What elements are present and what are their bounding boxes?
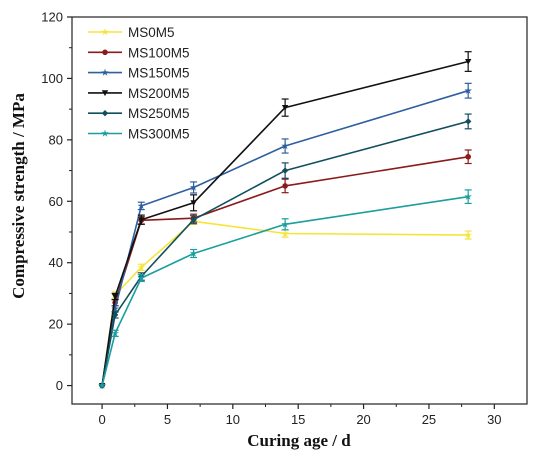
series-MS100M5: [99, 149, 472, 389]
data-point: [281, 229, 289, 237]
data-point: [137, 274, 146, 282]
data-point: [465, 153, 471, 160]
y-tick-label: 60: [49, 194, 63, 209]
x-tick-label: 30: [487, 412, 501, 427]
y-tick-label: 100: [41, 71, 63, 86]
x-tick-label: 20: [356, 412, 370, 427]
series-line-MS150M5: [101, 89, 469, 386]
data-point: [464, 192, 472, 200]
legend-entry-MS300M5: MS300M5: [88, 127, 190, 142]
data-point: [111, 293, 119, 300]
series-line-MS250M5: [101, 120, 469, 386]
legend-marker: [102, 49, 108, 56]
data-point: [111, 329, 119, 337]
legend: MS0M5 MS100M5 MS150M5 MS200M5 MS250M5 MS300M5: [88, 25, 190, 142]
data-point: [465, 59, 472, 65]
data-point: [281, 167, 289, 174]
y-tick-label: 0: [56, 378, 63, 393]
legend-entry-MS100M5: MS100M5: [88, 45, 190, 60]
series-line-MS0M5: [101, 220, 469, 386]
legend-marker: [101, 28, 109, 36]
series-line-MS300M5: [101, 195, 469, 386]
data-point: [282, 183, 288, 189]
data-point: [465, 118, 472, 125]
x-axis-title: Curing age / d: [247, 431, 351, 450]
legend-marker: [101, 68, 109, 76]
data-point: [137, 263, 146, 271]
data-point: [189, 249, 198, 257]
legend-label: MS150M5: [128, 66, 190, 81]
legend-entry-MS250M5: MS250M5: [88, 106, 190, 121]
plot-frame: [71, 16, 528, 405]
data-point: [190, 200, 197, 206]
y-tick-label: 80: [49, 132, 63, 147]
data-point: [98, 381, 106, 389]
legend-entry-MS200M5: MS200M5: [88, 86, 190, 101]
y-axis-title: Compressive strength / MPa: [9, 93, 28, 299]
legend-label: MS200M5: [128, 86, 190, 101]
y-tick-label: 20: [49, 317, 63, 332]
x-tick-label: 0: [98, 412, 105, 427]
y-tick-label: 40: [49, 255, 63, 270]
x-tick-label: 15: [291, 412, 305, 427]
legend-label: MS300M5: [128, 127, 190, 142]
legend-label: MS250M5: [128, 106, 190, 121]
series-MS300M5: [98, 189, 472, 389]
x-tick-label: 10: [226, 412, 240, 427]
data-point: [190, 216, 197, 223]
plot-area: [98, 51, 472, 389]
y-tick-label: 120: [41, 10, 63, 25]
series-MS0M5: [98, 217, 472, 389]
legend-entry-MS0M5: MS0M5: [88, 25, 175, 40]
legend-label: MS0M5: [128, 25, 175, 40]
data-point: [281, 105, 289, 111]
data-point: [137, 201, 146, 210]
data-point: [464, 86, 472, 94]
legend-entry-MS150M5: MS150M5: [88, 66, 190, 81]
legend-label: MS100M5: [128, 45, 190, 60]
legend-marker: [101, 110, 109, 117]
data-point: [111, 311, 119, 319]
data-point: [281, 220, 289, 228]
legend-marker: [101, 90, 109, 97]
data-point: [464, 231, 472, 239]
legend-marker: [101, 129, 109, 137]
data-point: [281, 142, 289, 150]
x-tick-label: 25: [422, 412, 436, 427]
data-point: [189, 183, 198, 191]
data-point: [138, 217, 145, 223]
series-MS250M5: [98, 113, 472, 389]
data-point: [111, 304, 119, 312]
axes: 0 5 10 15 20 25 30 0 20 40 60 80 100 120: [41, 10, 528, 427]
x-tick-label: 5: [164, 412, 171, 427]
